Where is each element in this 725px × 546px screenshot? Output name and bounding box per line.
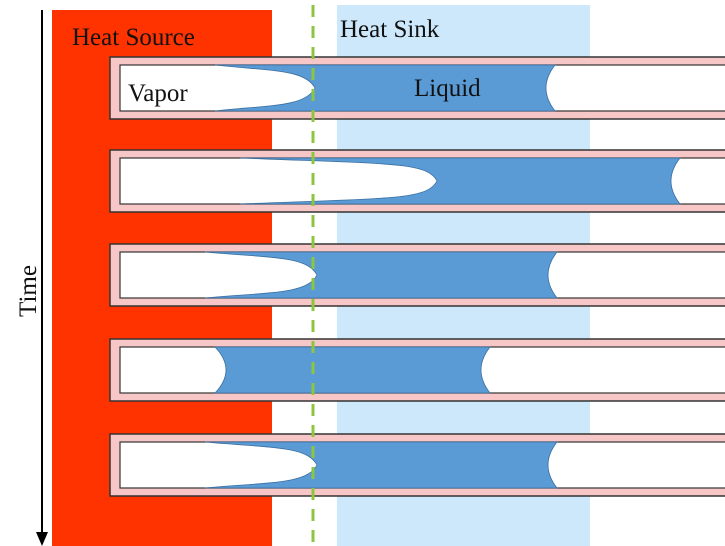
heat-sink-label: Heat Sink (340, 16, 440, 43)
time-arrowhead (36, 532, 48, 546)
heat-source-label: Heat Source (72, 24, 195, 51)
liquid-label: Liquid (414, 75, 481, 102)
liquid-slug (215, 347, 490, 393)
vapor-label: Vapor (128, 80, 188, 107)
time-label: Time (15, 265, 42, 317)
diagram: Heat Source Heat Sink Vapor Liquid Time (0, 0, 725, 546)
